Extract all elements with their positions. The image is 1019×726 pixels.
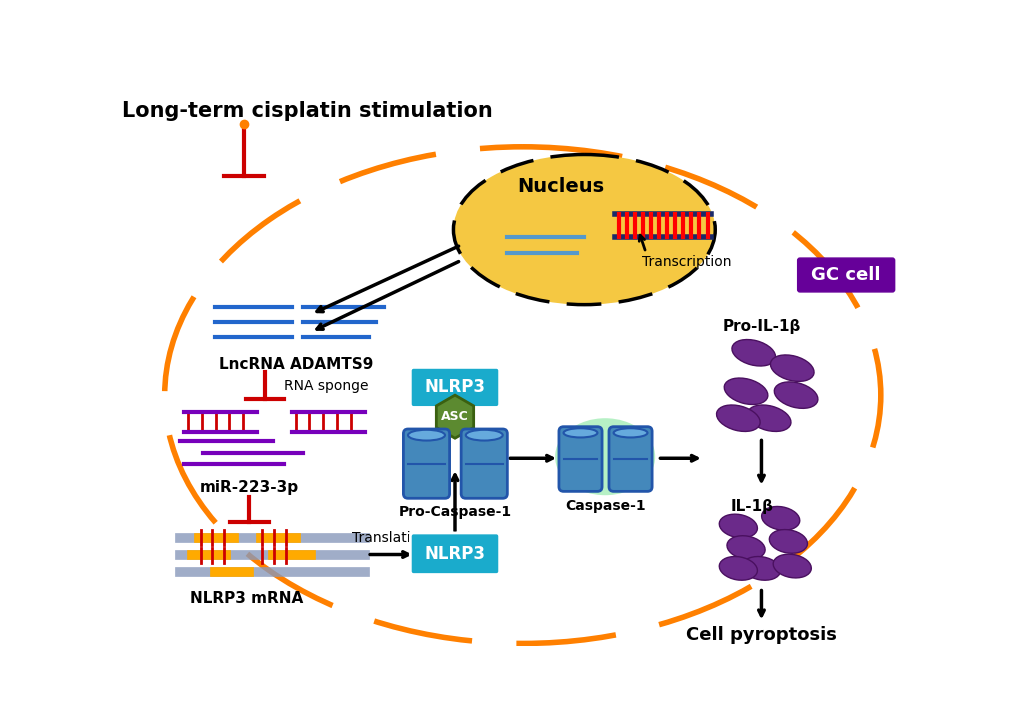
Ellipse shape — [742, 557, 780, 580]
Text: GC cell: GC cell — [810, 266, 880, 284]
Ellipse shape — [554, 418, 654, 495]
FancyBboxPatch shape — [797, 258, 894, 292]
Ellipse shape — [773, 382, 817, 408]
Text: Nucleus: Nucleus — [518, 177, 604, 196]
Text: ASC: ASC — [440, 410, 469, 423]
Text: NLRP3 mRNA: NLRP3 mRNA — [190, 592, 303, 606]
Ellipse shape — [408, 430, 444, 441]
Ellipse shape — [769, 355, 813, 381]
Ellipse shape — [747, 405, 790, 431]
Ellipse shape — [718, 557, 757, 580]
Text: miR-223-3p: miR-223-3p — [200, 480, 299, 495]
Text: Translation: Translation — [352, 531, 428, 545]
Text: Long-term cisplatin stimulation: Long-term cisplatin stimulation — [121, 101, 492, 121]
Text: RNA sponge: RNA sponge — [283, 379, 368, 393]
Ellipse shape — [453, 155, 714, 305]
Ellipse shape — [768, 529, 807, 553]
FancyBboxPatch shape — [558, 427, 601, 492]
Ellipse shape — [613, 428, 647, 438]
FancyBboxPatch shape — [410, 367, 499, 407]
FancyBboxPatch shape — [410, 533, 499, 574]
Text: Pro-IL-1β: Pro-IL-1β — [721, 319, 800, 333]
Text: NLRP3: NLRP3 — [424, 378, 485, 396]
Text: IL-1β: IL-1β — [730, 499, 772, 514]
Ellipse shape — [564, 428, 597, 438]
Ellipse shape — [723, 378, 767, 404]
FancyBboxPatch shape — [403, 429, 449, 498]
Ellipse shape — [732, 340, 774, 366]
Ellipse shape — [772, 554, 810, 578]
Ellipse shape — [466, 430, 502, 441]
Ellipse shape — [727, 536, 764, 560]
FancyBboxPatch shape — [608, 427, 651, 492]
Text: Cell pyroptosis: Cell pyroptosis — [686, 626, 836, 644]
Text: LncRNA ADAMTS9: LncRNA ADAMTS9 — [218, 356, 373, 372]
Text: Transcription: Transcription — [642, 255, 731, 269]
Text: NLRP3: NLRP3 — [424, 544, 485, 563]
Text: Caspase-1: Caspase-1 — [565, 499, 645, 513]
Text: Pro-Caspase-1: Pro-Caspase-1 — [398, 505, 512, 519]
FancyBboxPatch shape — [461, 429, 506, 498]
Ellipse shape — [761, 507, 799, 530]
Ellipse shape — [718, 514, 757, 538]
Ellipse shape — [715, 405, 759, 431]
